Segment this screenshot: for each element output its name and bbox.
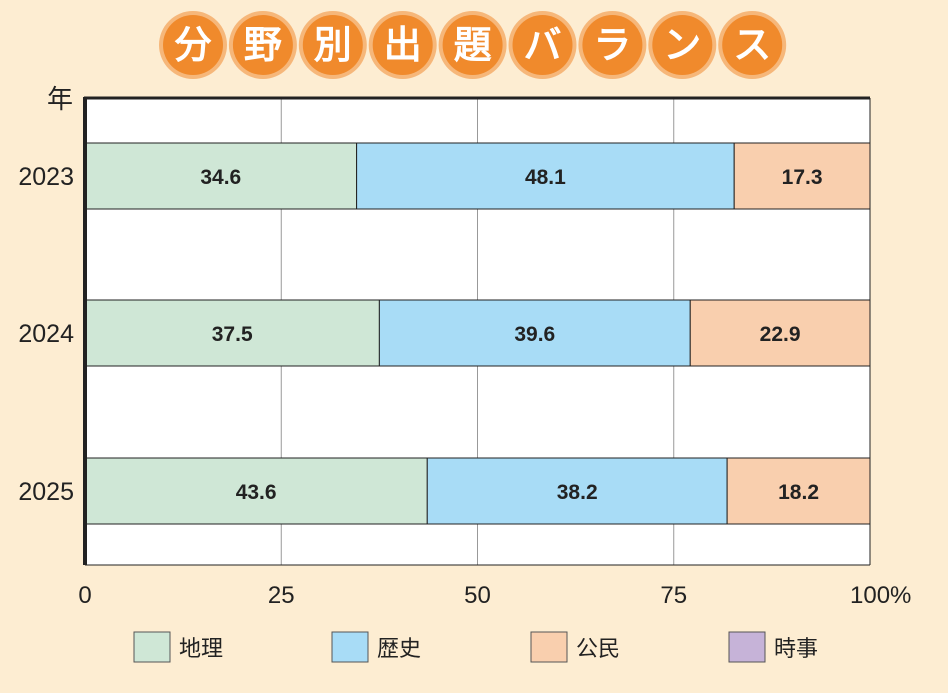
legend-swatch [728, 631, 766, 663]
title-circle [442, 15, 503, 75]
data-label: 38.2 [557, 481, 598, 504]
data-label: 22.9 [760, 323, 801, 346]
y-axis-label: 年 [47, 84, 73, 114]
title-char: 別 [314, 25, 352, 67]
title-char: ス [733, 25, 771, 67]
title-char: 題 [454, 25, 492, 67]
title-circle [302, 15, 363, 75]
title-char: 野 [244, 25, 282, 67]
legend-label: 時事 [774, 636, 818, 661]
title-circle [582, 15, 643, 75]
legend-swatch [331, 631, 369, 663]
data-label: 34.6 [200, 166, 241, 189]
bar-segment [84, 299, 380, 367]
y-tick-label: 2024 [18, 320, 74, 348]
data-label: 17.3 [782, 166, 823, 189]
bar-segment [84, 142, 358, 210]
bar-segment [378, 299, 691, 367]
data-label: 48.1 [525, 166, 566, 189]
title-char: ン [663, 25, 701, 67]
x-tick-label: 0 [78, 582, 91, 609]
data-label: 37.5 [212, 323, 253, 346]
bar-segment [733, 142, 871, 210]
title-char: バ [523, 25, 561, 67]
title-circle [652, 15, 713, 75]
data-label: 18.2 [778, 481, 819, 504]
title-circle [372, 15, 433, 75]
legend-label: 公民 [576, 636, 620, 661]
title-circle [232, 15, 293, 75]
x-tick-label: 100% [850, 582, 911, 609]
bar-segment [84, 457, 428, 525]
bar-segment [726, 457, 871, 525]
title-char: ラ [593, 25, 631, 67]
data-label: 43.6 [236, 481, 277, 504]
legend-swatch [530, 631, 568, 663]
title-char: 出 [384, 25, 422, 67]
bar-segment [426, 457, 728, 525]
title-char: 分 [174, 25, 212, 67]
y-tick-label: 2023 [18, 163, 74, 191]
x-tick-label: 75 [660, 582, 687, 609]
legend-swatch [133, 631, 171, 663]
bar-segment [689, 299, 871, 367]
title-circle [722, 15, 783, 75]
title-circle [512, 15, 573, 75]
x-tick-label: 25 [268, 582, 295, 609]
bar-segment [356, 142, 735, 210]
legend-label: 歴史 [377, 636, 421, 661]
legend-label: 地理 [179, 636, 223, 661]
data-label: 39.6 [514, 323, 555, 346]
title-circle [163, 15, 223, 75]
y-tick-label: 2025 [18, 478, 74, 506]
x-tick-label: 50 [464, 582, 491, 609]
